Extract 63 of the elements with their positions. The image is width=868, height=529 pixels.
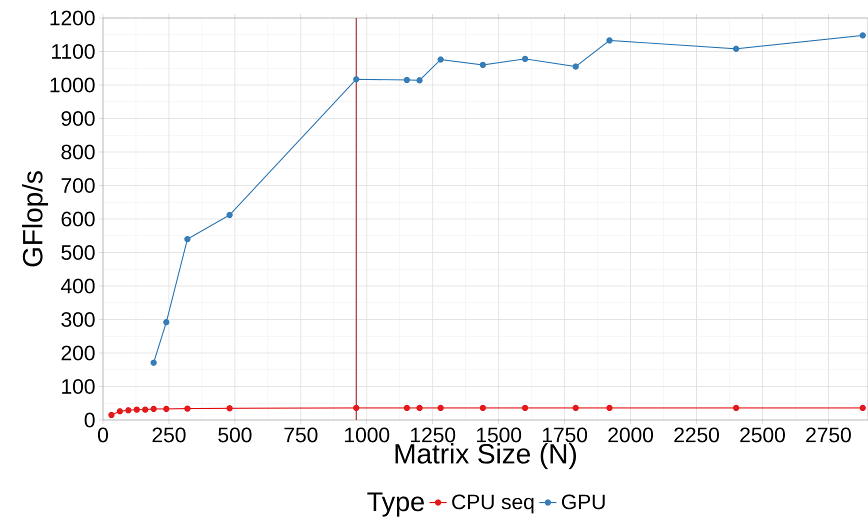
legend-label: GPU [562,494,605,510]
x-tick-label: 500 [218,428,252,442]
x-axis-title: Matrix Size (N) [396,443,576,470]
point [163,319,170,326]
y-tick-label: 300 [61,312,95,327]
x-tick-label: 2000 [608,428,654,442]
y-tick-label: 600 [62,212,95,226]
y-tick-label: 200 [62,346,95,360]
point [142,406,148,413]
point [416,404,423,412]
point [572,63,579,70]
point [353,404,360,412]
y-tick-label: 900 [62,111,95,126]
point [226,405,233,412]
point [184,236,191,242]
x-tick-label: 2750 [806,428,851,442]
legend-label: CPU seq [452,494,534,514]
point [732,404,740,412]
point [150,360,157,366]
x-tick-label: 1750 [542,428,588,442]
point [480,62,486,68]
point [116,408,124,414]
point [522,404,528,412]
point [438,56,444,63]
y-tick-label: 700 [62,178,95,193]
y-tick-label: 0 [84,412,95,428]
y-tick-label: 500 [61,245,95,260]
x-tick-label: 750 [284,428,318,442]
point [125,407,132,414]
point [860,32,866,39]
point [522,56,528,62]
y-tick-label: 1000 [50,78,95,92]
point [108,412,115,418]
point [860,404,866,412]
x-tick-label: 1000 [345,428,390,442]
x-tick-label: 2250 [674,428,719,442]
point [150,406,157,412]
point [163,406,170,412]
point [134,406,140,413]
point [606,404,613,412]
y-tick-label: 100 [62,379,95,394]
y-tick-label: 1200 [50,10,95,26]
y-tick-label: 400 [61,278,95,294]
point [226,212,233,218]
y-tick-label: 1100 [52,44,95,59]
point [732,46,740,52]
point [353,76,360,82]
point [480,404,486,412]
point [438,404,444,412]
x-tick-label: 1500 [477,428,522,442]
x-tick-label: 2500 [740,428,785,442]
point [416,77,423,84]
point [572,404,579,412]
y-axis-title: GFlop/s [22,171,48,266]
point [184,405,191,412]
x-tick-label: 0 [98,428,108,442]
point [404,404,410,412]
x-tick-label: 250 [152,428,186,442]
y-tick-label: 800 [61,144,95,160]
point [404,76,410,84]
x-tick-label: 1250 [411,428,456,442]
legend-title: Type [367,492,424,517]
point [606,37,613,44]
